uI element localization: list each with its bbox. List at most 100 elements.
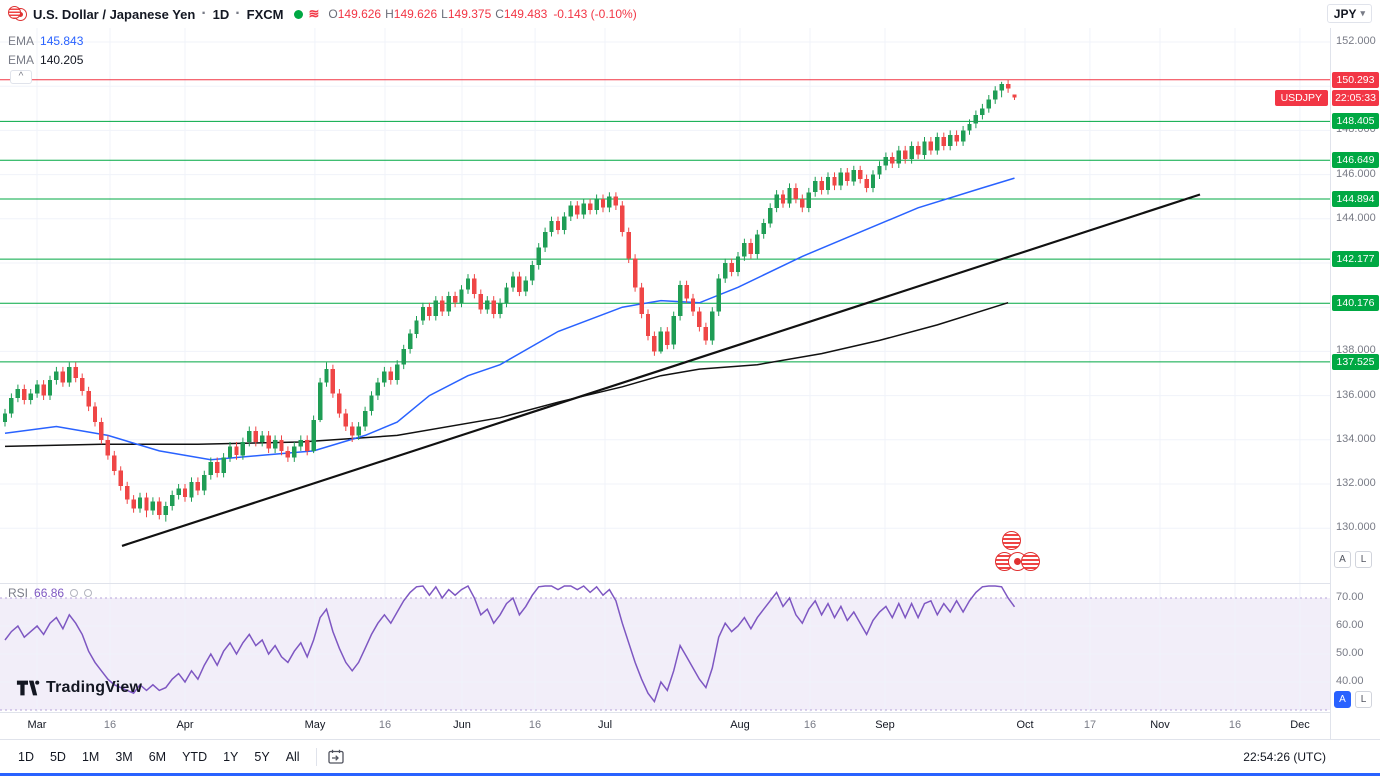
time-tick-label: Mar [27, 719, 47, 731]
close-value: 149.483 [503, 7, 548, 21]
time-tick-label: 17 [1083, 719, 1097, 731]
rsi-tick-label: 60.00 [1336, 619, 1364, 631]
log-scale-button[interactable]: L [1355, 551, 1372, 568]
symbol-title[interactable]: U.S. Dollar / Japanese Yen [33, 6, 196, 22]
chevron-down-icon: ▾ [1360, 8, 1365, 18]
price-tick-label: 146.000 [1336, 168, 1376, 180]
ema-legend-slow[interactable]: EMA 140.205 [8, 50, 83, 69]
time-tick-label: Nov [1150, 719, 1170, 731]
range-button-6m[interactable]: 6M [148, 749, 167, 764]
range-button-5y[interactable]: 5Y [254, 749, 270, 764]
time-tick-label: Aug [730, 719, 750, 731]
rsi-more-icon[interactable] [84, 589, 93, 597]
go-to-date-button[interactable] [325, 746, 347, 768]
time-tick-label: Dec [1290, 719, 1310, 731]
ema-label: EMA [8, 33, 35, 48]
high-label: H [385, 7, 394, 21]
market-status-icon[interactable] [294, 9, 304, 19]
time-tick-label: 16 [378, 719, 392, 731]
economic-event-icon-us[interactable] [1002, 531, 1021, 550]
range-button-3m[interactable]: 3M [115, 749, 133, 764]
us-flag-icon [8, 6, 21, 19]
clock-utc[interactable]: 22:54:26 (UTC) [1243, 749, 1326, 764]
time-tick-label: 16 [1228, 719, 1242, 731]
close-label: C [495, 7, 504, 21]
price-level-badge-green: 148.405 [1332, 113, 1379, 129]
price-tick-label: 130.000 [1336, 521, 1376, 533]
exchange-label[interactable]: FXCM [246, 6, 284, 22]
price-level-badge-green: 144.894 [1332, 191, 1379, 207]
rsi-tick-label: 40.00 [1336, 675, 1364, 687]
delayed-data-icon[interactable]: ≋ [308, 6, 320, 21]
time-tick-label: 16 [803, 719, 817, 731]
range-buttons: 1D 5D 1M 3M 6M YTD 1Y 5Y All [10, 747, 308, 767]
price-tick-label: 136.000 [1336, 389, 1376, 401]
range-button-5d[interactable]: 5D [49, 749, 66, 764]
toolbar-divider [315, 747, 317, 766]
main-chart-pane[interactable] [0, 28, 1330, 583]
price-level-badge-green: 142.177 [1332, 251, 1379, 267]
price-level-badge-green: 140.176 [1332, 295, 1379, 311]
time-axis[interactable]: Mar 16 Apr May 16 Jun 16 Jul Aug 16 Sep Oct 17 Nov 16 D… [0, 712, 1380, 739]
ema-legend-fast[interactable]: EMA 145.843 [8, 31, 83, 50]
range-button-1y[interactable]: 1Y [223, 749, 239, 764]
price-tick-label: 134.000 [1336, 433, 1376, 445]
rsi-legend[interactable]: RSI 66.86 [8, 586, 93, 600]
open-label: O [328, 7, 338, 21]
range-button-ytd[interactable]: YTD [182, 749, 208, 764]
tradingview-logo[interactable]: TradingView [16, 678, 142, 698]
time-tick-label: Oct [1016, 719, 1034, 731]
indicator-legend: EMA 145.843 EMA 140.205 [8, 31, 83, 69]
time-tick-label: Jun [453, 719, 471, 731]
time-tick-label: 16 [103, 719, 117, 731]
pane-divider[interactable] [0, 583, 1380, 584]
rsi-log-scale-button[interactable]: L [1355, 691, 1372, 708]
window-accent-strip [0, 773, 1380, 776]
unit-label: JPY [1333, 6, 1357, 21]
rsi-tick-label: 70.00 [1336, 591, 1364, 603]
rsi-tick-label: 50.00 [1336, 647, 1364, 659]
price-tick-label: 132.000 [1336, 477, 1376, 489]
auto-scale-button[interactable]: A [1334, 551, 1351, 568]
symbol-price-badge: USDJPY [1274, 90, 1328, 106]
rsi-auto-scale-button[interactable]: A [1334, 691, 1351, 708]
bottom-toolbar: 1D 5D 1M 3M 6M YTD 1Y 5Y All 22:54:26 (UTC) [0, 739, 1380, 773]
price-level-badge-red: 150.293 [1332, 72, 1379, 88]
time-tick-label: Jul [597, 719, 613, 731]
rsi-label: RSI [8, 586, 29, 600]
change-value: -0.143 (-0.10%) [553, 7, 637, 21]
price-tick-label: 144.000 [1336, 212, 1376, 224]
price-tick-label: 138.000 [1336, 344, 1376, 356]
ema-value: 145.843 [40, 33, 84, 48]
ema-value: 140.205 [40, 52, 84, 67]
range-button-1d[interactable]: 1D [18, 749, 34, 764]
high-value: 149.626 [393, 7, 438, 21]
collapse-pane-button[interactable]: ^ [10, 70, 32, 84]
chart-header: U.S. Dollar / Japanese Yen · 1D · FXCM ≋… [0, 0, 1380, 28]
open-value: 149.626 [337, 7, 382, 21]
unit-selector[interactable]: JPY ▾ [1326, 4, 1372, 23]
separator-dot: · [201, 5, 207, 22]
price-tick-label: 152.000 [1336, 35, 1376, 47]
calendar-icon [327, 749, 344, 764]
ema-label: EMA [8, 52, 35, 67]
rsi-value: 66.86 [34, 586, 65, 600]
economic-event-icon-us[interactable] [1021, 552, 1040, 571]
ohlc-readout: O149.626 H149.626 L149.375 C149.483 -0.1… [328, 7, 636, 21]
low-label: L [441, 7, 448, 21]
interval-label[interactable]: 1D [212, 6, 230, 22]
time-tick-label: 16 [528, 719, 542, 731]
range-button-all[interactable]: All [285, 749, 300, 764]
range-button-1m[interactable]: 1M [81, 749, 100, 764]
countdown-badge: 22:05:33 [1332, 90, 1379, 106]
low-value: 149.375 [447, 7, 492, 21]
time-tick-label: May [304, 719, 326, 731]
symbol-logo-icon[interactable] [8, 6, 28, 22]
rsi-pane[interactable] [0, 583, 1330, 712]
rsi-settings-icon[interactable] [70, 589, 79, 597]
tradingview-logo-icon [16, 680, 40, 696]
watermark-text: TradingView [46, 679, 143, 696]
price-axis[interactable]: 152.000 148.000 146.000 144.000 138.000 136.0… [1330, 0, 1380, 739]
time-tick-label: Sep [875, 719, 895, 731]
